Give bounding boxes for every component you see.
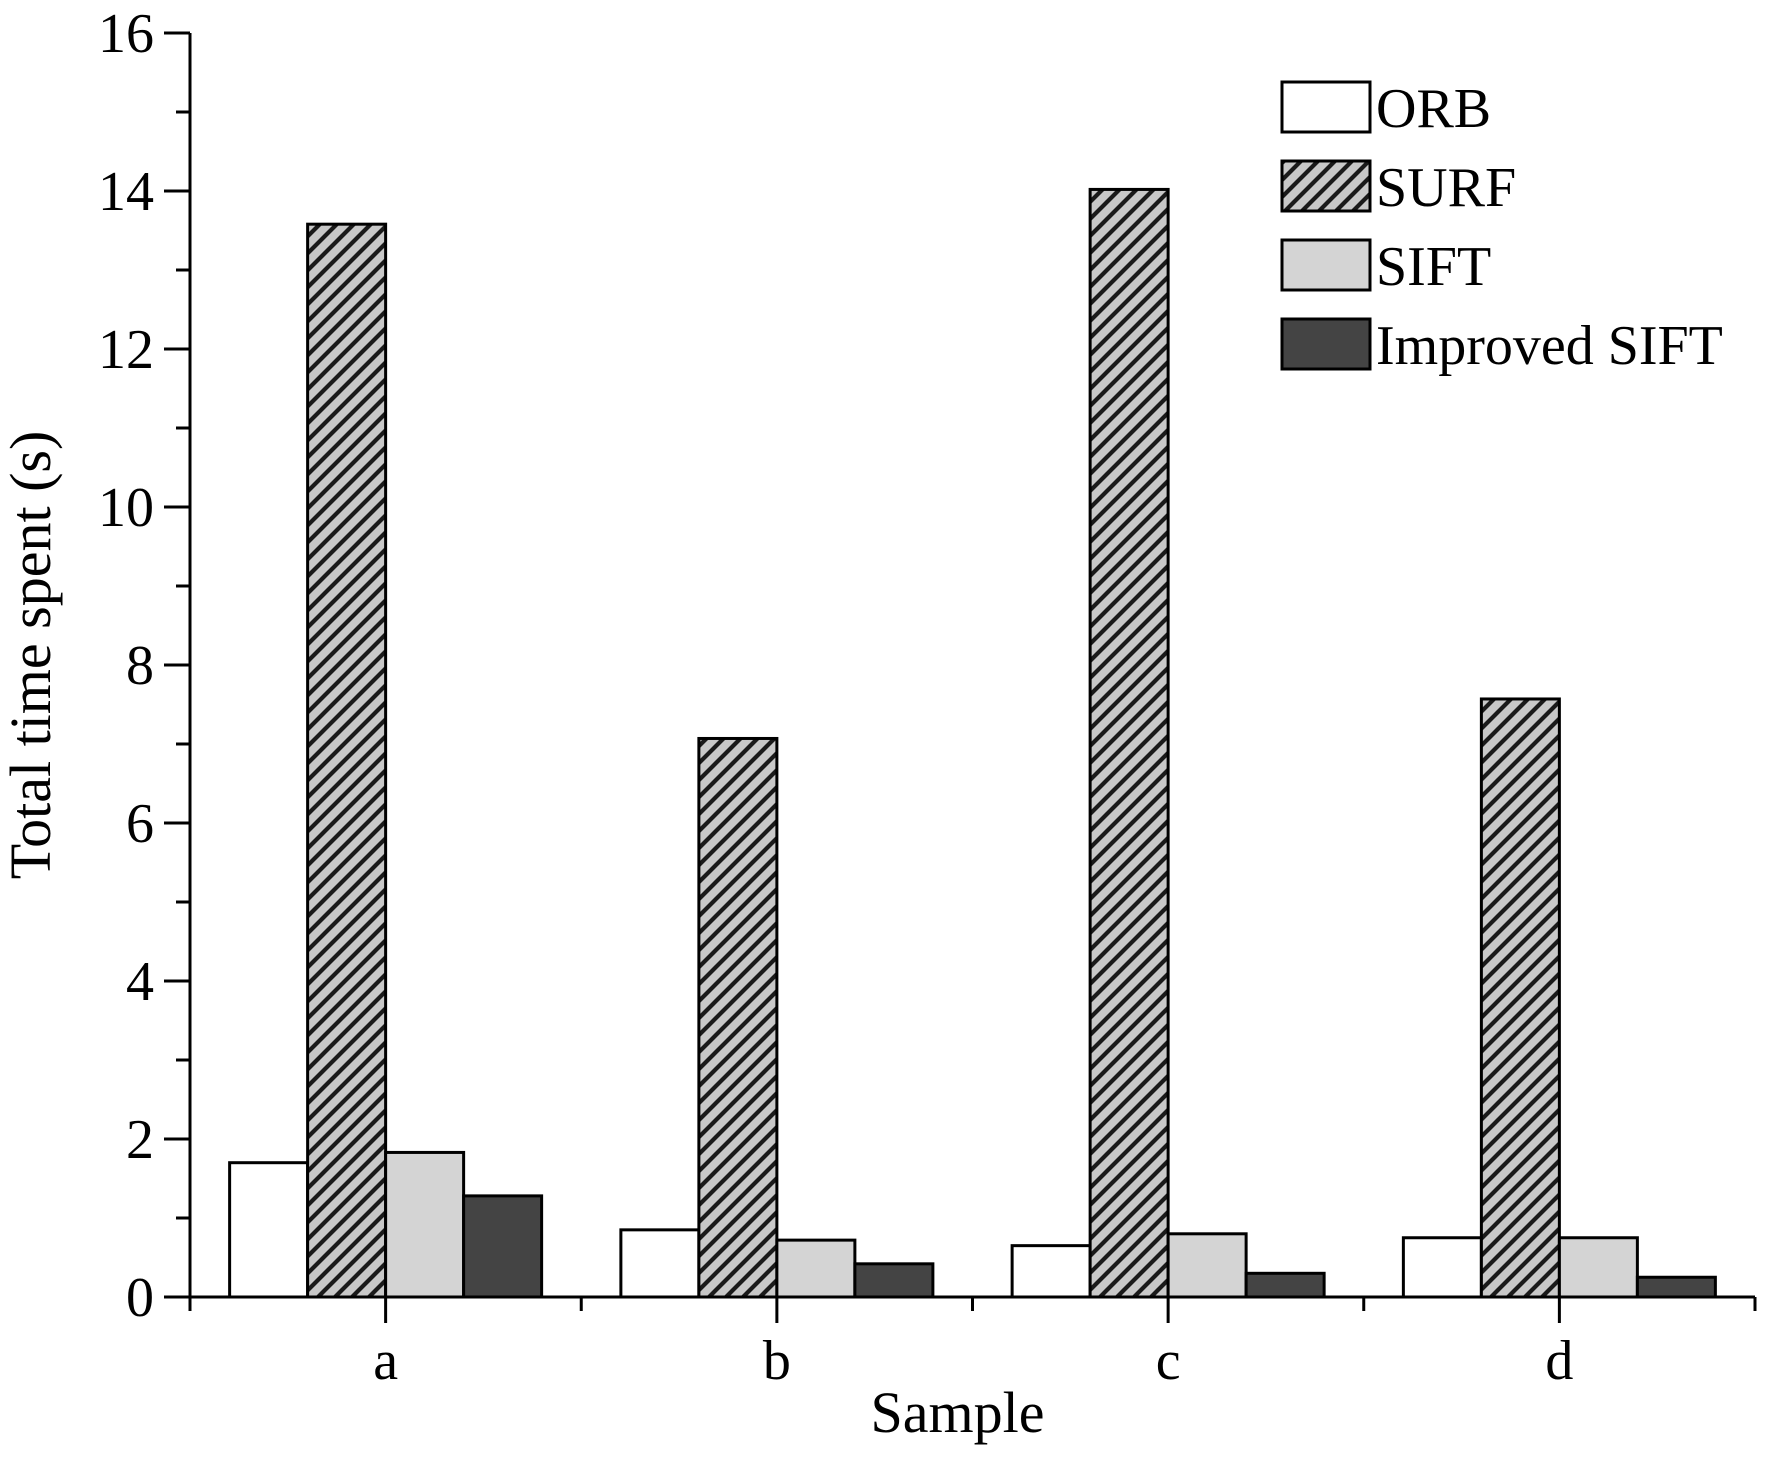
- legend-label: Improved SIFT: [1376, 315, 1723, 377]
- legend-label: SURF: [1376, 157, 1516, 219]
- legend: ORB SURF SIFT Improved SIFT: [1280, 78, 1723, 377]
- legend-swatch-orb: [1280, 80, 1372, 134]
- x-tick-label: a: [373, 1330, 398, 1392]
- bar-improved-sift-c: [1244, 1271, 1326, 1299]
- bar-orb-d: [1401, 1236, 1483, 1299]
- axes-layer: 0 2 4 6 8 10 12 14 16 a b c d Sample Total time spent …: [0, 3, 1757, 1445]
- bar-surf-b: [697, 736, 779, 1299]
- bar-improved-sift-b: [853, 1262, 935, 1299]
- y-tick-label: 10: [98, 477, 154, 539]
- bar-improved-sift-d: [1635, 1275, 1717, 1299]
- bar-surf-a: [306, 222, 388, 1299]
- bar-surf-d: [1479, 697, 1561, 1299]
- bar-sift-d: [1557, 1236, 1639, 1299]
- legend-swatch-surf: [1280, 159, 1372, 213]
- y-axis-title: Total time spent (s): [0, 431, 63, 880]
- y-tick-label: 12: [98, 319, 154, 381]
- legend-swatch-sift: [1280, 238, 1372, 292]
- y-tick-label: 4: [126, 951, 154, 1013]
- x-axis-title: Sample: [871, 1380, 1045, 1445]
- y-tick-label: 2: [126, 1109, 154, 1171]
- y-tick-label: 16: [98, 3, 154, 65]
- bar-orb-c: [1010, 1244, 1092, 1299]
- bar-sift-a: [384, 1150, 466, 1299]
- bar-surf-c: [1088, 187, 1170, 1299]
- y-tick-label: 0: [126, 1267, 154, 1329]
- legend-label: SIFT: [1376, 236, 1491, 298]
- bars-layer: [228, 187, 1717, 1299]
- y-tick-label: 14: [98, 161, 154, 223]
- bar-orb-a: [228, 1161, 310, 1299]
- bar-sift-b: [775, 1238, 857, 1299]
- bar-sift-c: [1166, 1232, 1248, 1299]
- x-tick-label: d: [1545, 1330, 1573, 1392]
- legend-swatch-improved-sift: [1280, 317, 1372, 371]
- bar-orb-b: [619, 1228, 701, 1299]
- bar-improved-sift-a: [462, 1194, 544, 1299]
- x-tick-label: b: [763, 1330, 791, 1392]
- y-tick-label: 6: [126, 793, 154, 855]
- y-tick-label: 8: [126, 635, 154, 697]
- x-tick-label: c: [1156, 1330, 1181, 1392]
- legend-label: ORB: [1376, 78, 1491, 140]
